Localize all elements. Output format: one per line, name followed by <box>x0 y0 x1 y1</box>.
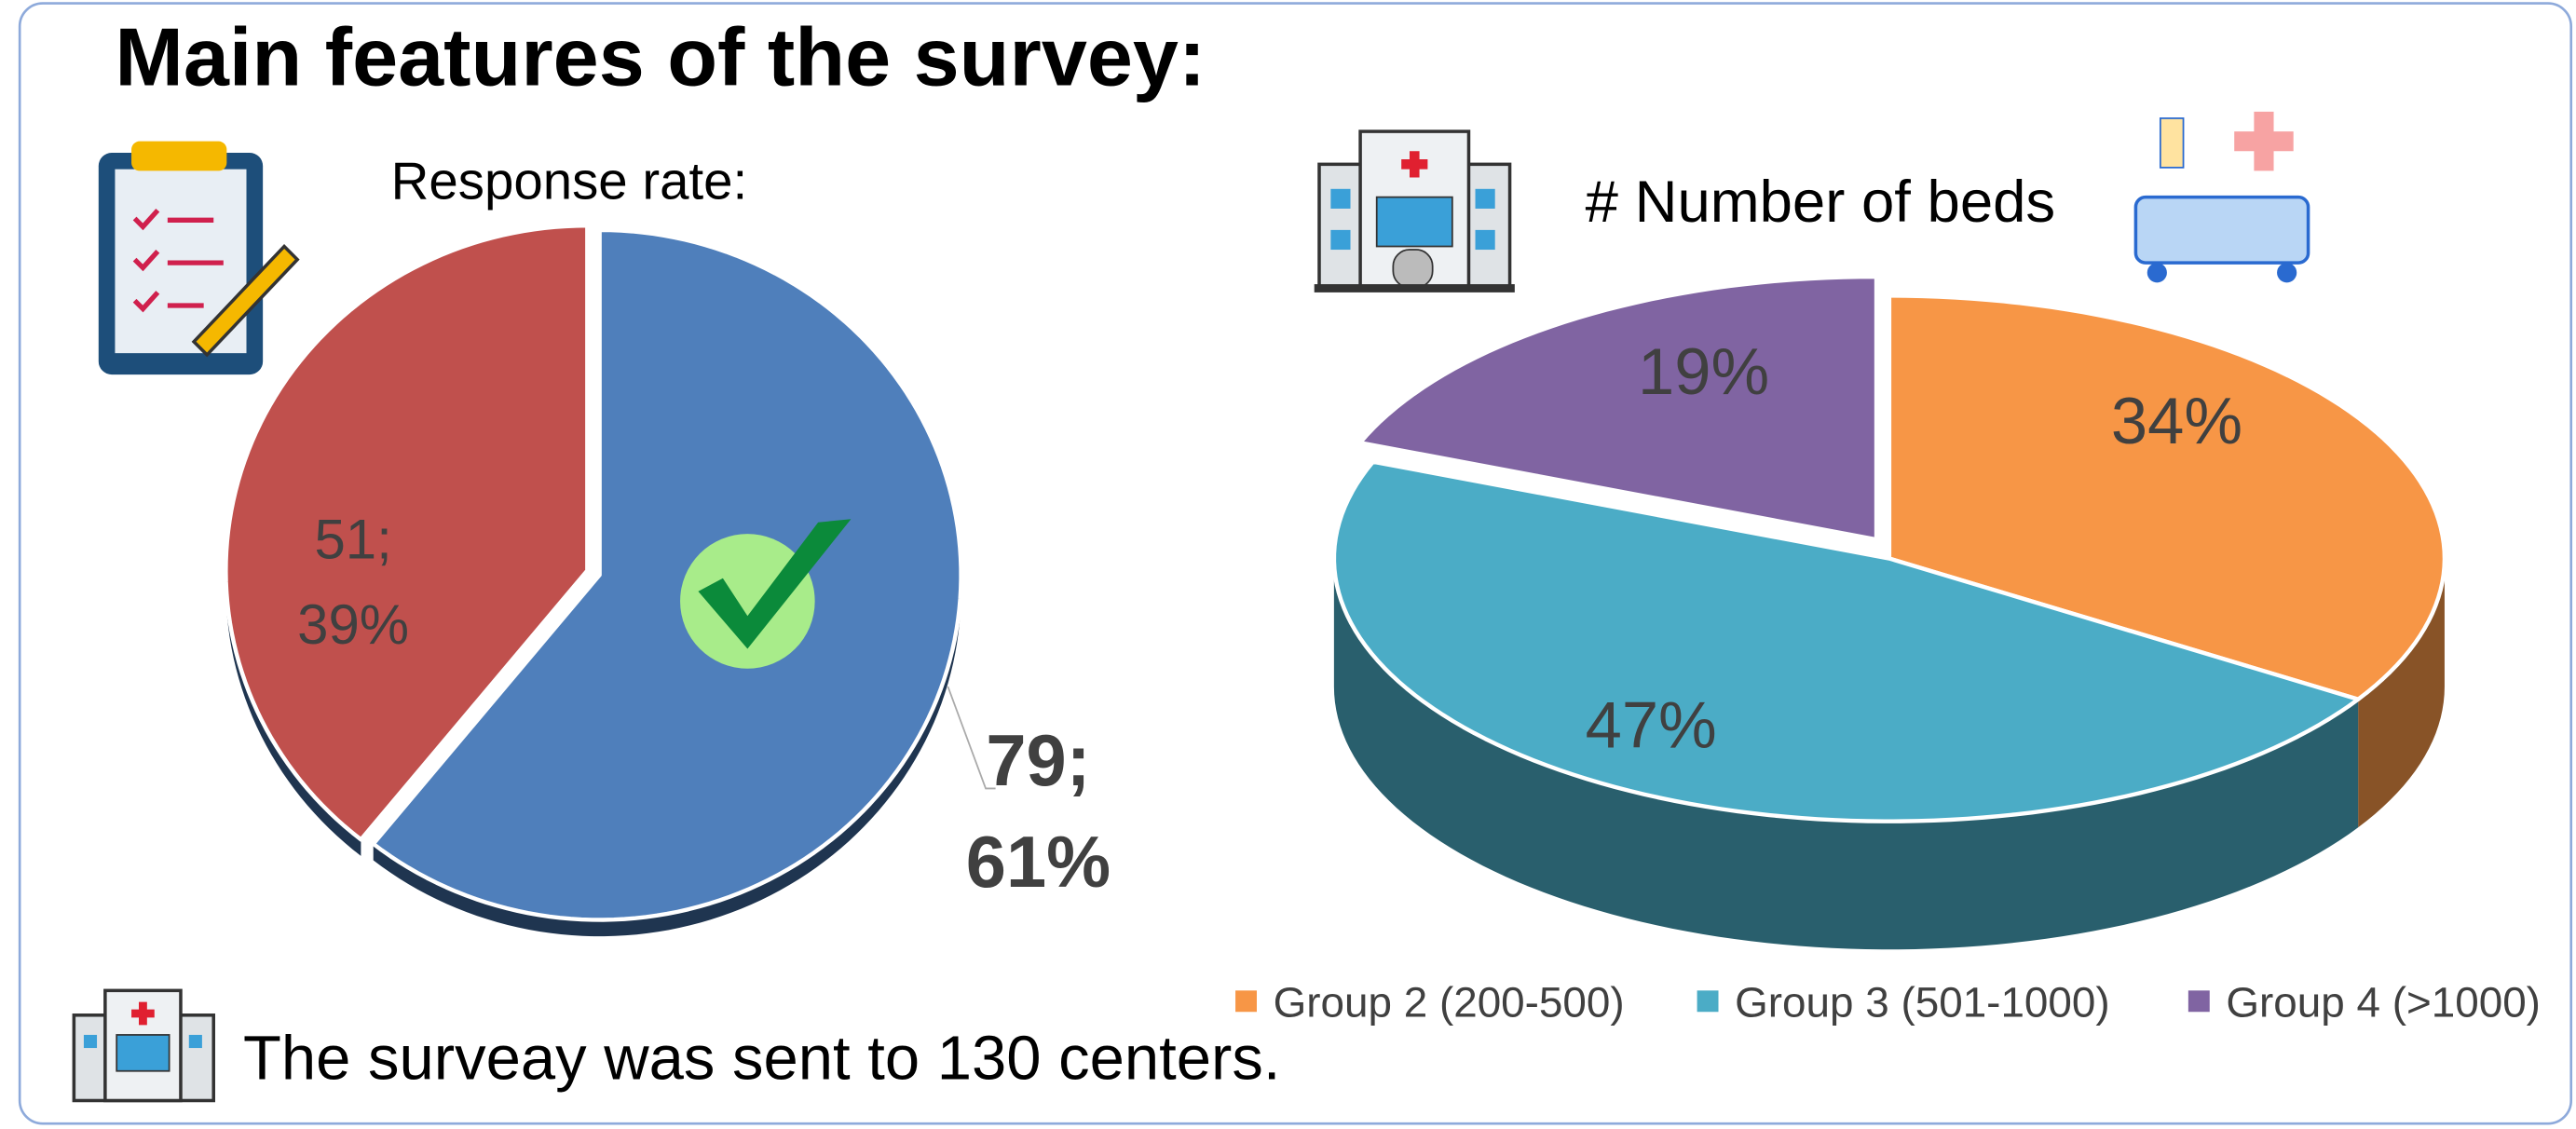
chart-title: # Number of beds <box>1586 170 2056 235</box>
legend-label: Group 2 (200-500) <box>1274 979 1625 1027</box>
slide-title: Main features of the survey: <box>115 11 1206 103</box>
legend-swatch <box>1697 990 1719 1012</box>
legend-label: Group 4 (>1000) <box>2226 979 2541 1027</box>
legend-label: Group 3 (501-1000) <box>1735 979 2110 1027</box>
legend-swatch <box>1235 990 1257 1012</box>
slide: Main features of the survey: Response ra… <box>0 0 2576 1129</box>
legend-swatch <box>2188 990 2210 1012</box>
data-label: 19% <box>1638 334 1769 408</box>
footer-note: The surveay was sent to 130 centers. <box>243 1024 1281 1094</box>
chart-title: Response rate: <box>391 151 748 210</box>
data-label: 34% <box>2111 384 2242 457</box>
page: {"title": "Main features of the survey:"… <box>0 0 2576 1129</box>
data-label: 47% <box>1586 687 1717 761</box>
